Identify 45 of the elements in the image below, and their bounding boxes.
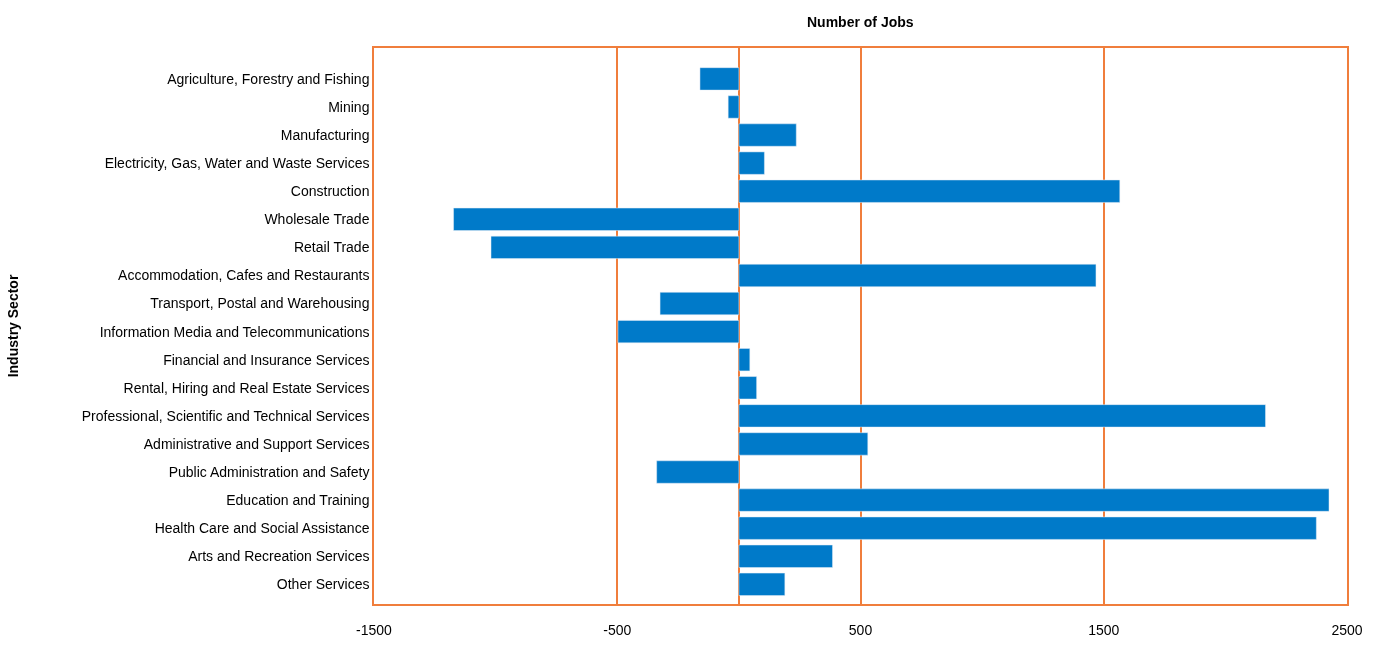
bar bbox=[738, 151, 765, 175]
y-tick-label: Electricity, Gas, Water and Waste Services bbox=[104, 155, 370, 172]
bar bbox=[738, 572, 786, 596]
y-tick-label: Agriculture, Forestry and Fishing bbox=[167, 70, 370, 87]
bar bbox=[738, 123, 797, 147]
y-tick-label: Wholesale Trade bbox=[264, 211, 370, 228]
x-tick-label: 2500 bbox=[1331, 621, 1363, 638]
y-tick-label: Accommodation, Cafes and Restaurants bbox=[118, 267, 370, 284]
bar bbox=[699, 67, 740, 91]
bar bbox=[738, 376, 757, 400]
y-tick-label: Other Services bbox=[276, 576, 370, 593]
y-tick-label: Transport, Postal and Warehousing bbox=[150, 295, 370, 312]
y-tick-label: Administrative and Support Services bbox=[143, 435, 370, 452]
y-tick-label: Manufacturing bbox=[280, 126, 370, 143]
bar bbox=[738, 488, 1330, 512]
x-tick-label: -1500 bbox=[356, 621, 393, 638]
bar bbox=[453, 207, 740, 231]
x-tick-label: 500 bbox=[848, 621, 873, 638]
bar bbox=[738, 404, 1266, 428]
bar bbox=[656, 460, 740, 484]
bar bbox=[659, 292, 740, 316]
y-tick-label: Retail Trade bbox=[293, 239, 370, 256]
bar bbox=[738, 516, 1317, 540]
bar bbox=[727, 95, 740, 119]
x-axis-title: Number of Jobs bbox=[807, 14, 914, 30]
y-tick-label: Information Media and Telecommunications bbox=[99, 323, 370, 340]
y-tick-label: Financial and Insurance Services bbox=[163, 351, 370, 368]
bar bbox=[490, 235, 740, 259]
y-axis-title: Industry Sector bbox=[4, 274, 21, 378]
y-tick-label: Rental, Hiring and Real Estate Services bbox=[123, 379, 370, 396]
bar bbox=[738, 544, 833, 568]
y-tick-label: Public Administration and Safety bbox=[168, 463, 370, 480]
bar bbox=[738, 348, 751, 372]
y-tick-label: Arts and Recreation Services bbox=[188, 548, 370, 565]
x-tick-label: -500 bbox=[603, 621, 632, 638]
bar bbox=[738, 432, 869, 456]
y-tick-label: Health Care and Social Assistance bbox=[154, 520, 370, 537]
bar bbox=[617, 320, 740, 344]
x-tick-label: 1500 bbox=[1088, 621, 1120, 638]
y-tick-label: Professional, Scientific and Technical Services bbox=[81, 407, 370, 424]
y-tick-label: Mining bbox=[328, 98, 370, 115]
y-tick-label: Education and Training bbox=[226, 492, 370, 508]
bar bbox=[738, 263, 1097, 287]
y-tick-label: Construction bbox=[290, 183, 370, 200]
bar bbox=[738, 179, 1121, 203]
